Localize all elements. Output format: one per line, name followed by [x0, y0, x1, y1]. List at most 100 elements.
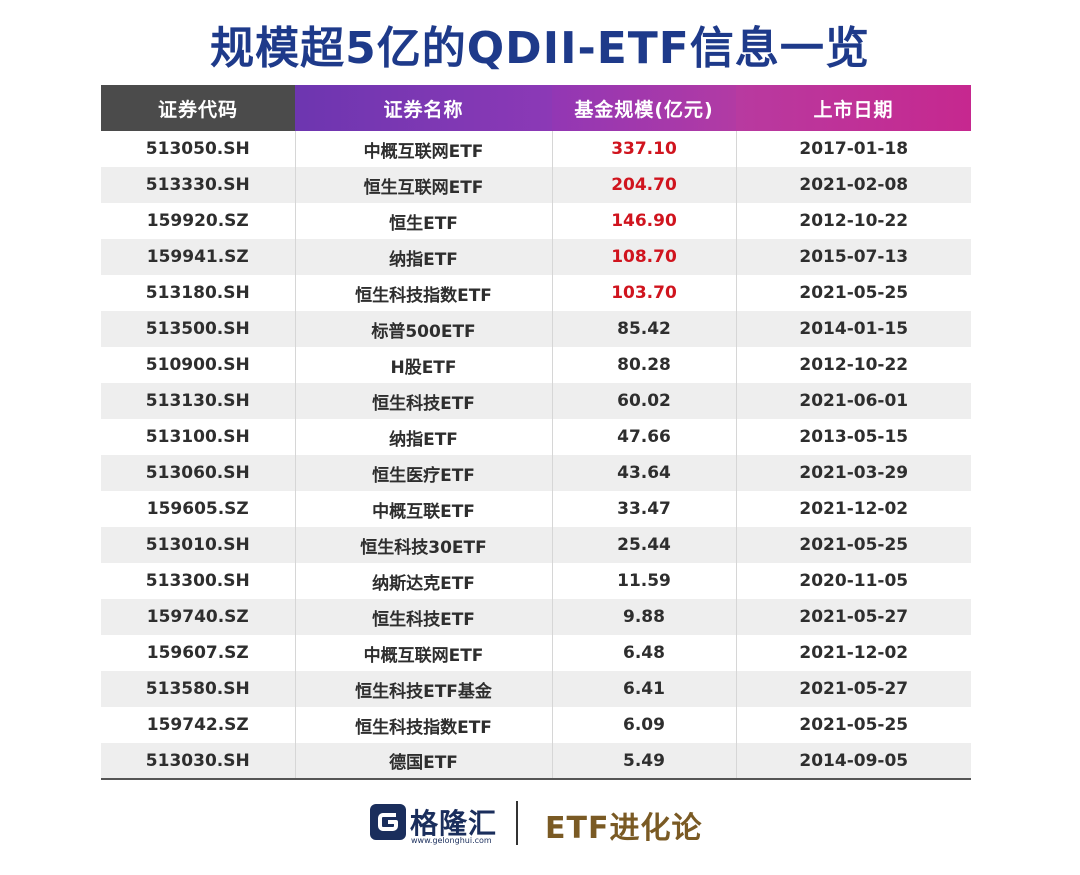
cell-name: 中概互联网ETF — [294, 635, 552, 671]
cell-size: 11.59 — [551, 563, 736, 599]
cell-code: 513500.SH — [101, 311, 295, 347]
table-row: 513180.SH 恒生科技指数ETF 103.70 2021-05-25 — [101, 275, 971, 311]
cell-name: 恒生科技指数ETF — [294, 707, 552, 743]
cell-size: 204.70 — [551, 167, 736, 203]
cell-date: 2021-03-29 — [735, 455, 971, 491]
cell-date: 2020-11-05 — [735, 563, 971, 599]
cell-name: 中概互联ETF — [294, 491, 552, 527]
cell-code: 159740.SZ — [101, 599, 295, 635]
cell-name: 恒生科技ETF — [294, 599, 552, 635]
cell-name: 标普500ETF — [294, 311, 552, 347]
brand-name: ETF进化论 — [545, 811, 703, 846]
cell-code: 159742.SZ — [101, 707, 295, 743]
cell-code: 159605.SZ — [101, 491, 295, 527]
table-body: 513050.SH 中概互联网ETF 337.10 2017-01-18 513330.… — [101, 131, 971, 780]
cell-name: 德国ETF — [294, 743, 552, 780]
cell-size: 337.10 — [551, 131, 736, 167]
table-row: 513580.SH 恒生科技ETF基金 6.41 2021-05-27 — [101, 671, 971, 707]
cell-date: 2021-02-08 — [735, 167, 971, 203]
cell-size: 47.66 — [551, 419, 736, 455]
cell-code: 513130.SH — [101, 383, 295, 419]
page-title: 规模超5亿的QDII-ETF信息一览 — [210, 23, 870, 74]
cell-date: 2021-05-25 — [735, 707, 971, 743]
etf-table: 证券代码 证券名称 基金规模(亿元) 上市日期 513050.SH 中概互联网ET… — [101, 85, 971, 780]
cell-name: 恒生科技ETF — [294, 383, 552, 419]
cell-name: 恒生互联网ETF — [294, 167, 552, 203]
cell-date: 2015-07-13 — [735, 239, 971, 275]
cell-size: 80.28 — [551, 347, 736, 383]
cell-size: 103.70 — [551, 275, 736, 311]
cell-date: 2021-05-27 — [735, 671, 971, 707]
cell-code: 513060.SH — [101, 455, 295, 491]
logo-text: 格隆汇 — [410, 807, 498, 840]
cell-code: 159920.SZ — [101, 203, 295, 239]
table-row: 159941.SZ 纳指ETF 108.70 2015-07-13 — [101, 239, 971, 275]
table-row: 513500.SH 标普500ETF 85.42 2014-01-15 — [101, 311, 971, 347]
table-row: 513030.SH 德国ETF 5.49 2014-09-05 — [101, 743, 971, 780]
table-row: 510900.SH H股ETF 80.28 2012-10-22 — [101, 347, 971, 383]
cell-code: 513010.SH — [101, 527, 295, 563]
cell-date: 2014-01-15 — [735, 311, 971, 347]
cell-name: 中概互联网ETF — [294, 131, 552, 167]
cell-size: 5.49 — [551, 743, 736, 780]
cell-code: 513330.SH — [101, 167, 295, 203]
cell-date: 2021-05-25 — [735, 527, 971, 563]
cell-date: 2012-10-22 — [735, 203, 971, 239]
cell-code: 510900.SH — [101, 347, 295, 383]
cell-code: 513050.SH — [101, 131, 295, 167]
table-row: 159742.SZ 恒生科技指数ETF 6.09 2021-05-25 — [101, 707, 971, 743]
cell-code: 513100.SH — [101, 419, 295, 455]
cell-size: 85.42 — [551, 311, 736, 347]
cell-code: 513030.SH — [101, 743, 295, 780]
cell-name: 纳指ETF — [294, 419, 552, 455]
table-row: 513050.SH 中概互联网ETF 337.10 2017-01-18 — [101, 131, 971, 167]
cell-date: 2021-05-25 — [735, 275, 971, 311]
cell-name: 恒生科技指数ETF — [294, 275, 552, 311]
footer-divider — [516, 801, 518, 845]
table-row: 159920.SZ 恒生ETF 146.90 2012-10-22 — [101, 203, 971, 239]
cell-date: 2012-10-22 — [735, 347, 971, 383]
cell-size: 33.47 — [551, 491, 736, 527]
header-date: 上市日期 — [736, 85, 971, 131]
table-row: 513330.SH 恒生互联网ETF 204.70 2021-02-08 — [101, 167, 971, 203]
cell-size: 43.64 — [551, 455, 736, 491]
table-row: 513060.SH 恒生医疗ETF 43.64 2021-03-29 — [101, 455, 971, 491]
cell-size: 60.02 — [551, 383, 736, 419]
cell-date: 2021-06-01 — [735, 383, 971, 419]
logo-url: www.gelonghui.com — [411, 836, 492, 845]
cell-size: 6.41 — [551, 671, 736, 707]
cell-name: 恒生ETF — [294, 203, 552, 239]
cell-date: 2013-05-15 — [735, 419, 971, 455]
table-row: 513130.SH 恒生科技ETF 60.02 2021-06-01 — [101, 383, 971, 419]
table-row: 159607.SZ 中概互联网ETF 6.48 2021-12-02 — [101, 635, 971, 671]
table-header-row: 证券代码 证券名称 基金规模(亿元) 上市日期 — [101, 85, 971, 131]
cell-name: 恒生医疗ETF — [294, 455, 552, 491]
cell-size: 146.90 — [551, 203, 736, 239]
cell-code: 513300.SH — [101, 563, 295, 599]
cell-size: 25.44 — [551, 527, 736, 563]
cell-code: 513580.SH — [101, 671, 295, 707]
cell-name: H股ETF — [294, 347, 552, 383]
footer: 格隆汇 www.gelonghui.com ETF进化论 — [0, 798, 1080, 850]
cell-date: 2021-05-27 — [735, 599, 971, 635]
table-row: 159605.SZ 中概互联ETF 33.47 2021-12-02 — [101, 491, 971, 527]
header-code: 证券代码 — [101, 85, 295, 131]
cell-size: 108.70 — [551, 239, 736, 275]
cell-code: 159941.SZ — [101, 239, 295, 275]
cell-date: 2014-09-05 — [735, 743, 971, 780]
cell-date: 2017-01-18 — [735, 131, 971, 167]
header-size: 基金规模(亿元) — [552, 85, 736, 131]
header-name: 证券名称 — [295, 85, 552, 131]
cell-size: 9.88 — [551, 599, 736, 635]
cell-code: 513180.SH — [101, 275, 295, 311]
table-row: 513300.SH 纳斯达克ETF 11.59 2020-11-05 — [101, 563, 971, 599]
cell-size: 6.48 — [551, 635, 736, 671]
cell-size: 6.09 — [551, 707, 736, 743]
cell-name: 恒生科技ETF基金 — [294, 671, 552, 707]
cell-name: 纳指ETF — [294, 239, 552, 275]
cell-name: 恒生科技30ETF — [294, 527, 552, 563]
cell-date: 2021-12-02 — [735, 635, 971, 671]
cell-date: 2021-12-02 — [735, 491, 971, 527]
cell-name: 纳斯达克ETF — [294, 563, 552, 599]
table-row: 159740.SZ 恒生科技ETF 9.88 2021-05-27 — [101, 599, 971, 635]
